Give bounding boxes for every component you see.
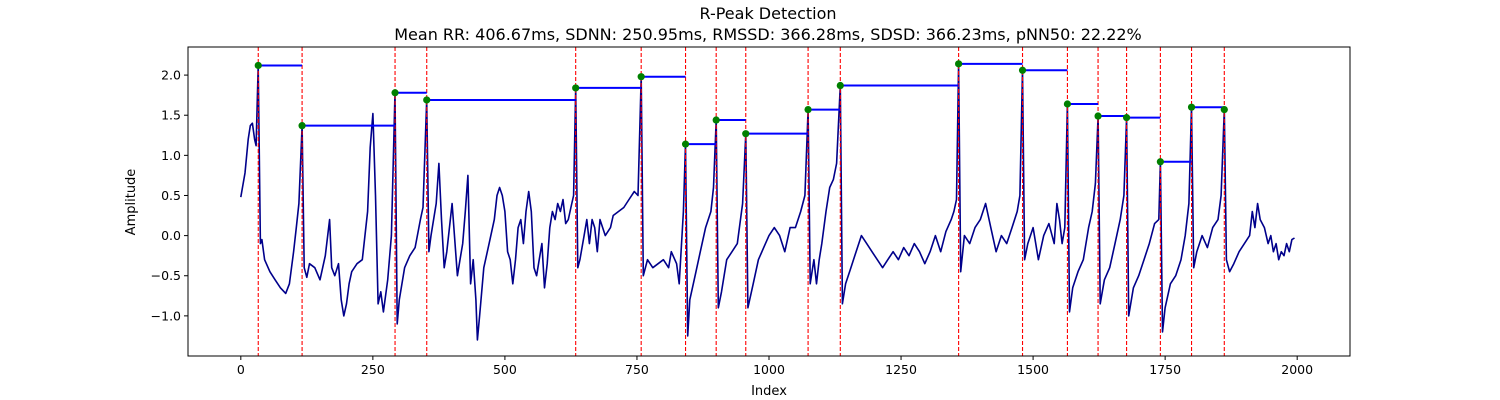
y-tick-label: 1.0 [161,148,181,163]
x-tick-label: 0 [237,362,245,377]
r-peak-point-9 [742,130,750,138]
r-peak-point-4 [423,96,431,104]
r-peak-point-19 [1220,106,1228,114]
y-tick-label: −0.5 [151,268,181,283]
y-tick-label: 1.5 [161,108,181,123]
y-tick-label: −1.0 [151,308,181,323]
y-axis: −1.0 −0.5 0.0 0.5 1.0 1.5 2.0 [151,68,188,323]
chart-subtitle: Mean RR: 406.67ms, SDNN: 250.95ms, RMSSD… [394,25,1142,44]
y-axis-label: Amplitude [124,169,139,236]
r-peak-point-17 [1156,158,1164,166]
x-tick-label: 1500 [1017,362,1049,377]
x-tick-label: 250 [361,362,385,377]
y-tick-label: 0.5 [161,188,181,203]
ecg-signal-line [240,63,1295,341]
r-peak-point-16 [1122,114,1131,122]
plot-area [240,47,1295,356]
x-tick-label: 1750 [1149,362,1181,377]
y-tick-label: 0.0 [161,228,181,243]
r-peak-point-14 [1063,100,1072,108]
r-peak-point-1 [254,61,262,70]
r-peak-point-18 [1187,103,1196,111]
chart-title: R-Peak Detection [699,4,836,23]
r-peak-point-13 [1018,66,1027,74]
r-peak-point-7 [681,140,690,148]
r-peak-point-15 [1094,112,1102,120]
x-tick-label: 1000 [753,362,785,377]
x-tick-label: 500 [493,362,517,377]
r-peak-point-6 [637,73,645,81]
x-axis-label: Index [751,384,787,399]
r-peak-point-8 [712,116,720,124]
x-tick-label: 750 [625,362,649,377]
x-tick-label: 2000 [1281,362,1313,377]
r-peak-point-2 [298,122,306,130]
y-tick-label: 2.0 [161,68,181,83]
r-peak-point-11 [836,81,844,90]
x-tick-label: 1250 [885,362,917,377]
r-peak-point-3 [391,89,399,97]
r-peak-point-10 [804,106,812,114]
x-axis: 0 250 500 750 1000 1250 1500 1750 2000 [237,356,1313,377]
r-peak-point-12 [955,60,963,68]
r-peak-point-5 [572,84,580,92]
